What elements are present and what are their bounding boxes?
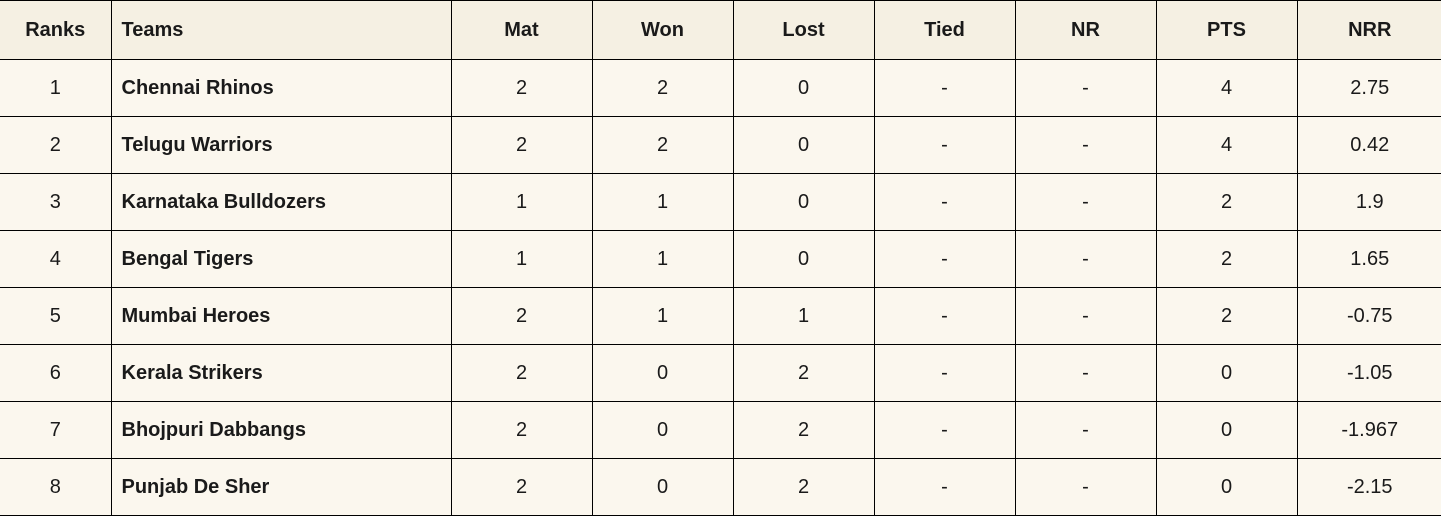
cell-rank: 1: [0, 60, 111, 117]
cell-teams: Karnataka Bulldozers: [111, 174, 451, 231]
cell-teams: Chennai Rhinos: [111, 60, 451, 117]
cell-nr: -: [1015, 402, 1156, 459]
col-header-tied: Tied: [874, 1, 1015, 60]
cell-rank: 6: [0, 345, 111, 402]
table-row: 3Karnataka Bulldozers110--21.9: [0, 174, 1441, 231]
cell-won: 2: [592, 60, 733, 117]
cell-tied: -: [874, 345, 1015, 402]
cell-lost: 0: [733, 117, 874, 174]
cell-won: 0: [592, 402, 733, 459]
cell-won: 0: [592, 459, 733, 516]
cell-tied: -: [874, 60, 1015, 117]
cell-mat: 2: [451, 288, 592, 345]
cell-won: 1: [592, 231, 733, 288]
cell-nr: -: [1015, 174, 1156, 231]
cell-nr: -: [1015, 345, 1156, 402]
cell-tied: -: [874, 402, 1015, 459]
cell-rank: 2: [0, 117, 111, 174]
cell-pts: 2: [1156, 174, 1297, 231]
table-row: 8Punjab De Sher202--0-2.15: [0, 459, 1441, 516]
cell-nr: -: [1015, 459, 1156, 516]
cell-pts: 2: [1156, 288, 1297, 345]
cell-rank: 5: [0, 288, 111, 345]
cell-lost: 0: [733, 231, 874, 288]
col-header-pts: PTS: [1156, 1, 1297, 60]
cell-nrr: -2.15: [1297, 459, 1441, 516]
cell-mat: 2: [451, 117, 592, 174]
cell-pts: 0: [1156, 459, 1297, 516]
cell-teams: Mumbai Heroes: [111, 288, 451, 345]
cell-nrr: 1.65: [1297, 231, 1441, 288]
col-header-nr: NR: [1015, 1, 1156, 60]
cell-pts: 0: [1156, 345, 1297, 402]
cell-mat: 1: [451, 174, 592, 231]
table-body: 1Chennai Rhinos220--42.752Telugu Warrior…: [0, 60, 1441, 516]
cell-mat: 2: [451, 402, 592, 459]
cell-teams: Kerala Strikers: [111, 345, 451, 402]
cell-won: 1: [592, 288, 733, 345]
table-row: 4Bengal Tigers110--21.65: [0, 231, 1441, 288]
cell-teams: Bengal Tigers: [111, 231, 451, 288]
cell-lost: 2: [733, 459, 874, 516]
cell-rank: 8: [0, 459, 111, 516]
cell-nrr: 2.75: [1297, 60, 1441, 117]
cell-tied: -: [874, 231, 1015, 288]
cell-nr: -: [1015, 117, 1156, 174]
table-row: 1Chennai Rhinos220--42.75: [0, 60, 1441, 117]
cell-pts: 4: [1156, 117, 1297, 174]
cell-rank: 4: [0, 231, 111, 288]
col-header-mat: Mat: [451, 1, 592, 60]
cell-nrr: -1.05: [1297, 345, 1441, 402]
cell-won: 1: [592, 174, 733, 231]
cell-lost: 0: [733, 174, 874, 231]
cell-rank: 3: [0, 174, 111, 231]
cell-mat: 2: [451, 60, 592, 117]
cell-tied: -: [874, 174, 1015, 231]
table-header: RanksTeamsMatWonLostTiedNRPTSNRR: [0, 1, 1441, 60]
col-header-rank: Ranks: [0, 1, 111, 60]
cell-tied: -: [874, 117, 1015, 174]
col-header-teams: Teams: [111, 1, 451, 60]
cell-lost: 2: [733, 402, 874, 459]
table-row: 2Telugu Warriors220--40.42: [0, 117, 1441, 174]
cell-mat: 2: [451, 459, 592, 516]
cell-nr: -: [1015, 60, 1156, 117]
cell-nr: -: [1015, 231, 1156, 288]
cell-pts: 0: [1156, 402, 1297, 459]
header-row: RanksTeamsMatWonLostTiedNRPTSNRR: [0, 1, 1441, 60]
cell-won: 2: [592, 117, 733, 174]
cell-lost: 2: [733, 345, 874, 402]
cell-teams: Punjab De Sher: [111, 459, 451, 516]
table-row: 5Mumbai Heroes211--2-0.75: [0, 288, 1441, 345]
cell-rank: 7: [0, 402, 111, 459]
cell-nrr: -0.75: [1297, 288, 1441, 345]
cell-nrr: -1.967: [1297, 402, 1441, 459]
cell-teams: Telugu Warriors: [111, 117, 451, 174]
cell-tied: -: [874, 459, 1015, 516]
col-header-won: Won: [592, 1, 733, 60]
cell-mat: 1: [451, 231, 592, 288]
cell-teams: Bhojpuri Dabbangs: [111, 402, 451, 459]
col-header-lost: Lost: [733, 1, 874, 60]
table-row: 6Kerala Strikers202--0-1.05: [0, 345, 1441, 402]
cell-lost: 0: [733, 60, 874, 117]
table-row: 7Bhojpuri Dabbangs202--0-1.967: [0, 402, 1441, 459]
cell-nrr: 1.9: [1297, 174, 1441, 231]
standings-table: RanksTeamsMatWonLostTiedNRPTSNRR 1Chenna…: [0, 0, 1441, 516]
cell-mat: 2: [451, 345, 592, 402]
cell-nrr: 0.42: [1297, 117, 1441, 174]
cell-tied: -: [874, 288, 1015, 345]
cell-pts: 4: [1156, 60, 1297, 117]
cell-nr: -: [1015, 288, 1156, 345]
cell-pts: 2: [1156, 231, 1297, 288]
cell-lost: 1: [733, 288, 874, 345]
cell-won: 0: [592, 345, 733, 402]
col-header-nrr: NRR: [1297, 1, 1441, 60]
